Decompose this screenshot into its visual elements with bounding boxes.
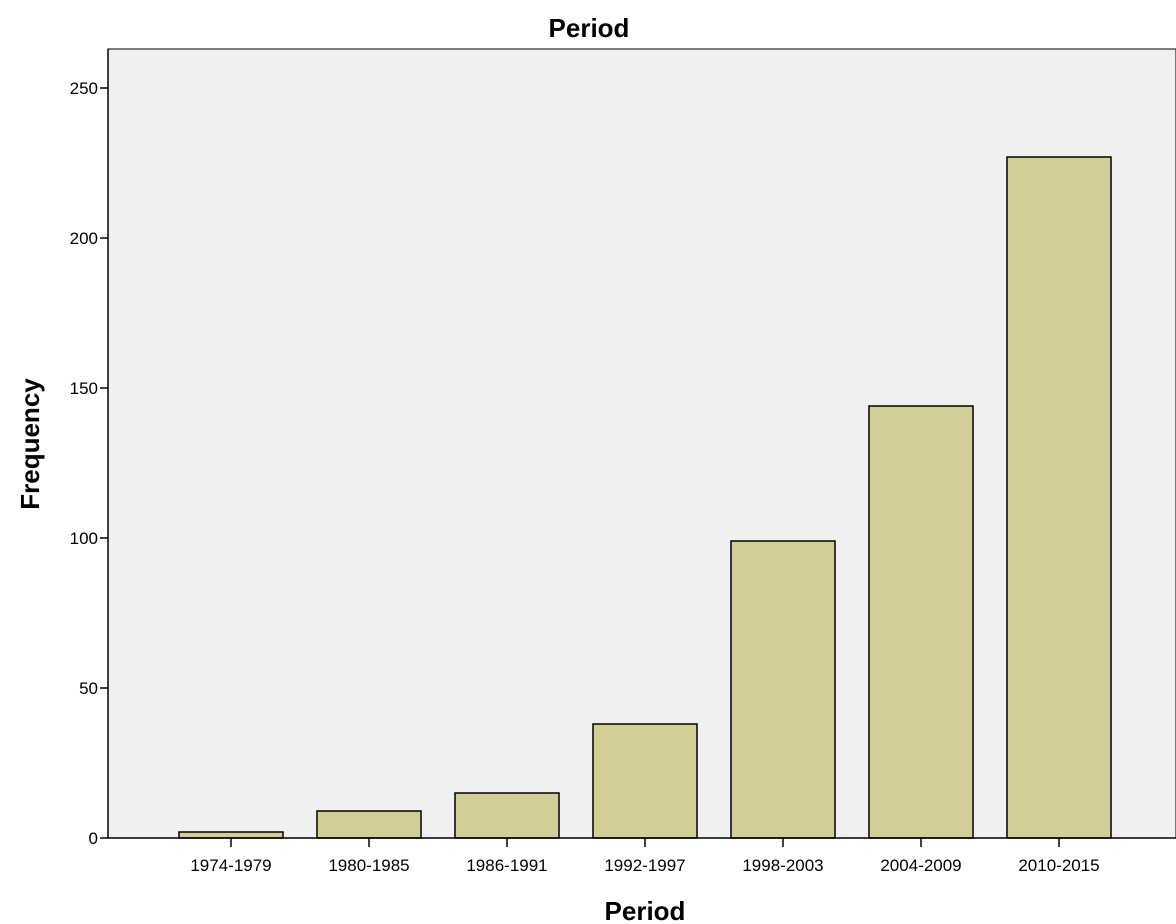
x-tick-label: 2010-2015 xyxy=(1018,856,1099,875)
bar xyxy=(1006,156,1112,839)
x-tick-label: 1974-1979 xyxy=(190,856,271,875)
y-tick-label: 50 xyxy=(79,679,98,698)
x-tick-label: 2004-2009 xyxy=(880,856,961,875)
x-tick-label: 1986-1991 xyxy=(466,856,547,875)
bar xyxy=(178,831,284,839)
y-tick-label: 150 xyxy=(70,379,98,398)
bar xyxy=(454,792,560,839)
bar xyxy=(868,405,974,839)
y-tick-label: 100 xyxy=(70,529,98,548)
x-tick-label: 1998-2003 xyxy=(742,856,823,875)
x-ticks-group: 1974-1979 1980-1985 1986-1991 1992-1997 1998… xyxy=(190,838,1100,875)
x-tick-label: 1992-1997 xyxy=(604,856,685,875)
y-axis-label: Frequency xyxy=(15,378,45,510)
bar xyxy=(592,723,698,839)
y-tick-label: 0 xyxy=(89,829,98,848)
x-tick-label: 1980-1985 xyxy=(328,856,409,875)
y-ticks-group: 0 50 100 150 200 250 xyxy=(70,79,108,848)
plot-area xyxy=(107,48,1176,839)
bar xyxy=(730,540,836,839)
y-tick-label: 200 xyxy=(70,229,98,248)
bar xyxy=(316,810,422,839)
chart-title: Period xyxy=(549,13,630,43)
x-axis-label: Period xyxy=(605,896,686,924)
y-tick-label: 250 xyxy=(70,79,98,98)
